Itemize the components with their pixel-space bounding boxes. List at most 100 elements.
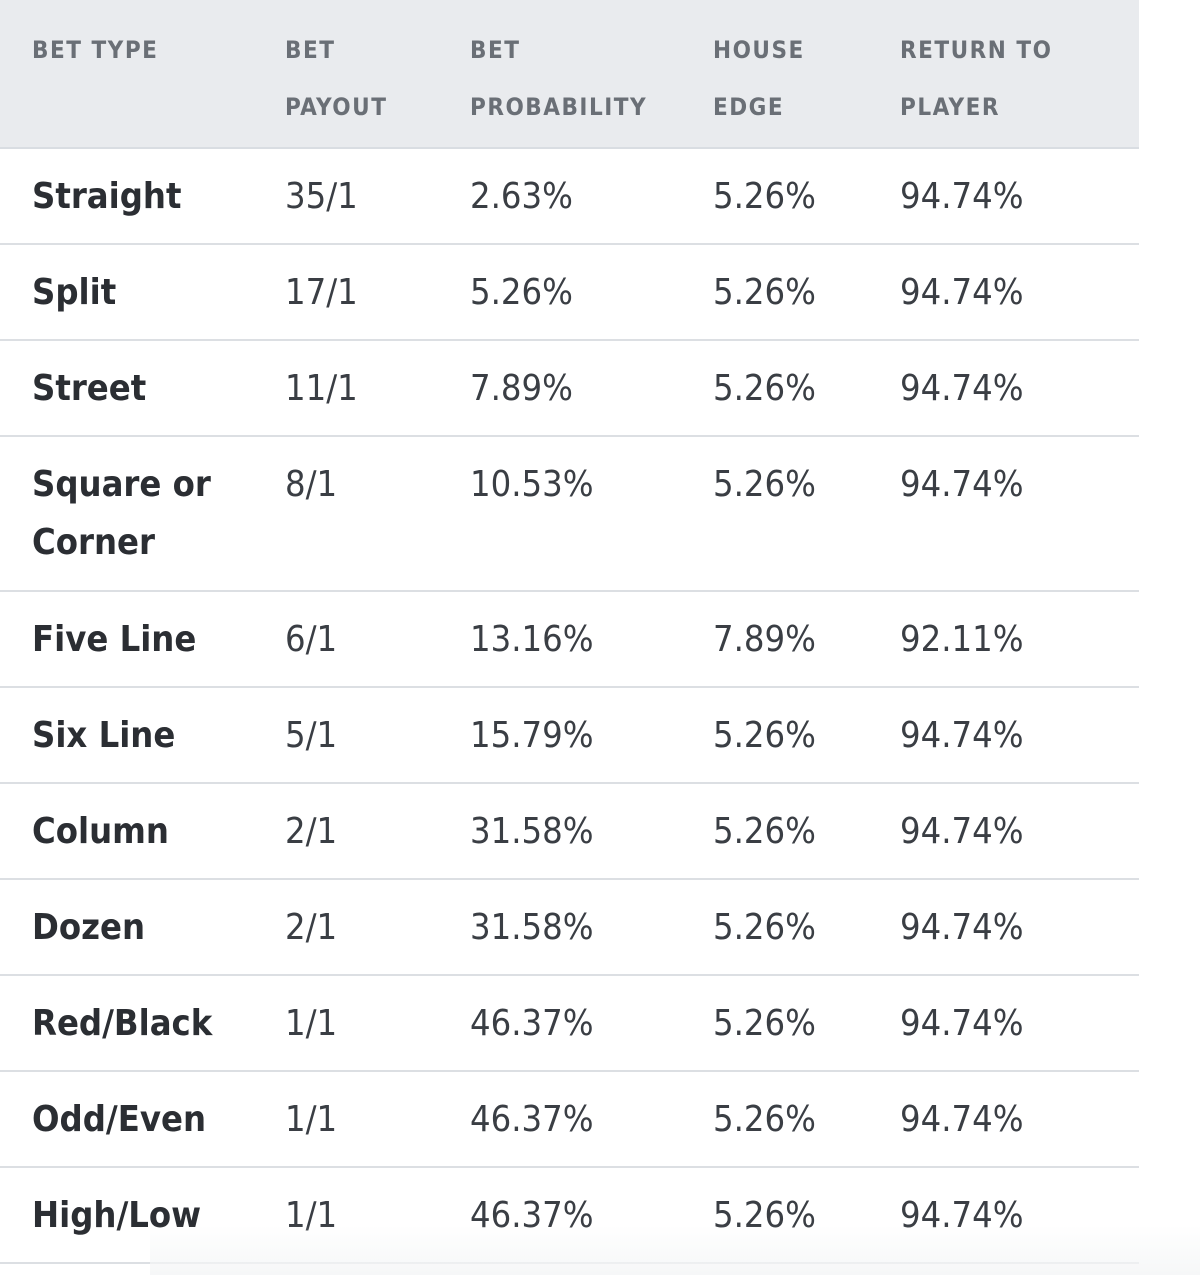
table-header: BET TYPE BET PAYOUT BET PROBABILITY HOUS… (0, 0, 1139, 149)
house-edge-text: 5.26% (713, 272, 816, 313)
payout-text: 6/1 (285, 619, 338, 660)
cell-payout: 11/1 (285, 340, 470, 437)
payout-text: 1/1 (285, 1099, 338, 1140)
roulette-bets-table: BET TYPE BET PAYOUT BET PROBABILITY HOUS… (0, 0, 1139, 1264)
cell-rtp: 94.74% (900, 340, 1139, 437)
house-edge-text: 5.26% (713, 907, 816, 948)
table-row: Five Line 6/1 13.16% 7.89% 92.11% (0, 591, 1139, 688)
cell-payout: 6/1 (285, 591, 470, 688)
cell-probability: 7.89% (470, 340, 713, 437)
cell-payout: 1/1 (285, 975, 470, 1072)
cell-bet-type: High/Low (0, 1167, 285, 1264)
header-bet-payout-line-2: PAYOUT (285, 93, 388, 121)
bet-type-text: Dozen (32, 907, 146, 948)
header-return-to-player: RETURN TO PLAYER (900, 0, 1139, 149)
cell-rtp: 94.74% (900, 244, 1139, 341)
rtp-text: 94.74% (900, 907, 1024, 948)
cell-bet-type: Odd/Even (0, 1071, 285, 1168)
probability-text: 31.58% (470, 811, 594, 852)
header-house-edge-line-1: HOUSE (713, 36, 805, 64)
payout-text: 5/1 (285, 715, 338, 756)
header-row: BET TYPE BET PAYOUT BET PROBABILITY HOUS… (0, 0, 1139, 149)
table-row: Column 2/1 31.58% 5.26% 94.74% (0, 783, 1139, 880)
cell-house-edge: 5.26% (713, 1167, 900, 1264)
cell-house-edge: 5.26% (713, 244, 900, 341)
header-house-edge: HOUSE EDGE (713, 0, 900, 149)
payout-text: 1/1 (285, 1195, 338, 1236)
header-bet-payout-line-1: BET (285, 36, 336, 64)
probability-text: 2.63% (470, 176, 573, 217)
cell-probability: 46.37% (470, 1167, 713, 1264)
rtp-text: 94.74% (900, 1195, 1024, 1236)
cell-house-edge: 5.26% (713, 879, 900, 976)
cell-payout: 2/1 (285, 783, 470, 880)
cell-house-edge: 5.26% (713, 340, 900, 437)
bet-type-text: Red/Black (32, 1003, 213, 1044)
probability-text: 5.26% (470, 272, 573, 313)
cell-probability: 15.79% (470, 687, 713, 784)
payout-text: 17/1 (285, 272, 358, 313)
cell-bet-type: Straight (0, 148, 285, 245)
table-row: Red/Black 1/1 46.37% 5.26% 94.74% (0, 975, 1139, 1072)
cell-house-edge: 5.26% (713, 687, 900, 784)
house-edge-text: 5.26% (713, 1099, 816, 1140)
cell-probability: 5.26% (470, 244, 713, 341)
roulette-bets-table-container: BET TYPE BET PAYOUT BET PROBABILITY HOUS… (0, 0, 1139, 1264)
probability-text: 46.37% (470, 1099, 594, 1140)
cell-bet-type: Red/Black (0, 975, 285, 1072)
cell-bet-type: Dozen (0, 879, 285, 976)
bet-type-text: Straight (32, 176, 182, 217)
cell-payout: 8/1 (285, 436, 470, 592)
cell-rtp: 94.74% (900, 436, 1139, 592)
cell-bet-type: Five Line (0, 591, 285, 688)
probability-text: 13.16% (470, 619, 594, 660)
header-bet-payout: BET PAYOUT (285, 0, 470, 149)
rtp-text: 94.74% (900, 464, 1024, 505)
bet-type-text: Column (32, 811, 169, 852)
payout-text: 2/1 (285, 811, 338, 852)
header-bet-type-line-1: BET TYPE (32, 36, 159, 64)
table-row: Six Line 5/1 15.79% 5.26% 94.74% (0, 687, 1139, 784)
cell-rtp: 94.74% (900, 783, 1139, 880)
cell-payout: 1/1 (285, 1071, 470, 1168)
house-edge-text: 7.89% (713, 619, 816, 660)
payout-text: 2/1 (285, 907, 338, 948)
rtp-text: 94.74% (900, 811, 1024, 852)
header-house-edge-line-2: EDGE (713, 93, 785, 121)
cell-bet-type: Six Line (0, 687, 285, 784)
table-row: High/Low 1/1 46.37% 5.26% 94.74% (0, 1167, 1139, 1264)
header-bet-probability: BET PROBABILITY (470, 0, 713, 149)
table-row: Split 17/1 5.26% 5.26% 94.74% (0, 244, 1139, 341)
cell-bet-type: Split (0, 244, 285, 341)
payout-text: 8/1 (285, 464, 338, 505)
header-return-to-player-line-1: RETURN TO (900, 36, 1053, 64)
cell-probability: 46.37% (470, 975, 713, 1072)
bet-type-text: Odd/Even (32, 1099, 207, 1140)
cell-payout: 1/1 (285, 1167, 470, 1264)
house-edge-text: 5.26% (713, 811, 816, 852)
bet-type-text: Split (32, 272, 117, 313)
cell-payout: 17/1 (285, 244, 470, 341)
cell-probability: 2.63% (470, 148, 713, 245)
table-row: Street 11/1 7.89% 5.26% 94.74% (0, 340, 1139, 437)
probability-text: 7.89% (470, 368, 573, 409)
cell-house-edge: 7.89% (713, 591, 900, 688)
header-bet-probability-line-2: PROBABILITY (470, 93, 648, 121)
bet-type-text: Street (32, 368, 147, 409)
cell-probability: 10.53% (470, 436, 713, 592)
cell-house-edge: 5.26% (713, 783, 900, 880)
house-edge-text: 5.26% (713, 1003, 816, 1044)
rtp-text: 94.74% (900, 715, 1024, 756)
cell-bet-type: Square or Corner (0, 436, 285, 592)
bet-type-text: Square or Corner (32, 464, 211, 563)
probability-text: 15.79% (470, 715, 594, 756)
probability-text: 46.37% (470, 1195, 594, 1236)
bet-type-text: Six Line (32, 715, 176, 756)
cell-probability: 31.58% (470, 879, 713, 976)
cell-probability: 13.16% (470, 591, 713, 688)
probability-text: 10.53% (470, 464, 594, 505)
rtp-text: 94.74% (900, 368, 1024, 409)
bet-type-text: Five Line (32, 619, 197, 660)
payout-text: 1/1 (285, 1003, 338, 1044)
payout-text: 11/1 (285, 368, 358, 409)
